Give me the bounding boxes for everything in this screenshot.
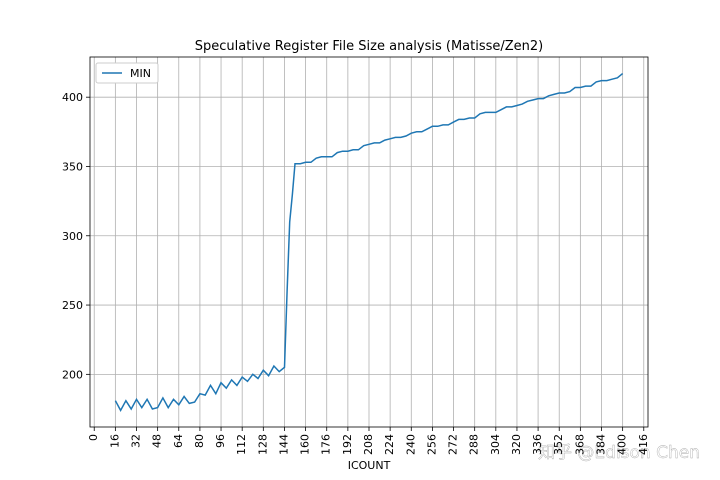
x-tick-label: 192 (341, 434, 354, 455)
x-tick-label: 416 (637, 434, 650, 455)
legend-label: MIN (130, 67, 151, 80)
x-tick-label: 176 (320, 434, 333, 455)
y-tick-label: 350 (62, 160, 83, 173)
x-tick-label: 240 (404, 434, 417, 455)
watermark: 知乎 @Edison Chen (538, 443, 700, 463)
y-tick-label: 200 (62, 368, 83, 381)
x-tick-label: 16 (108, 434, 121, 448)
x-tick-label: 304 (489, 434, 502, 455)
x-tick-label: 320 (510, 434, 523, 455)
y-tick-label: 300 (62, 230, 83, 243)
x-tick-label: 144 (277, 434, 290, 455)
x-axis-label: ICOUNT (348, 459, 391, 472)
data-line (114, 73, 624, 412)
x-tick-label: 368 (573, 434, 586, 455)
x-tick-label: 96 (214, 434, 227, 448)
x-tick-label: 128 (256, 434, 269, 455)
x-tick-label: 48 (151, 434, 164, 448)
x-tick-label: 224 (383, 434, 396, 455)
x-tick-label: 208 (362, 434, 375, 455)
y-tick-label: 400 (62, 91, 83, 104)
x-tick-label: 0 (87, 434, 100, 441)
x-tick-label: 400 (616, 434, 629, 455)
x-tick-label: 160 (299, 434, 312, 455)
x-tick-label: 272 (447, 434, 460, 455)
x-tick-label: 336 (531, 434, 544, 455)
chart-title: Speculative Register File Size analysis … (195, 39, 544, 54)
x-tick-label: 64 (172, 434, 185, 448)
legend-box (95, 62, 159, 84)
plot-frame (89, 56, 649, 428)
x-tick-label: 112 (235, 434, 248, 455)
x-tick-label: 288 (468, 434, 481, 455)
x-tick-label: 384 (595, 434, 608, 455)
x-tick-label: 256 (425, 434, 438, 455)
x-tick-label: 352 (552, 434, 565, 455)
x-tick-label: 32 (130, 434, 143, 448)
y-tick-label: 250 (62, 299, 83, 312)
x-tick-label: 80 (193, 434, 206, 448)
